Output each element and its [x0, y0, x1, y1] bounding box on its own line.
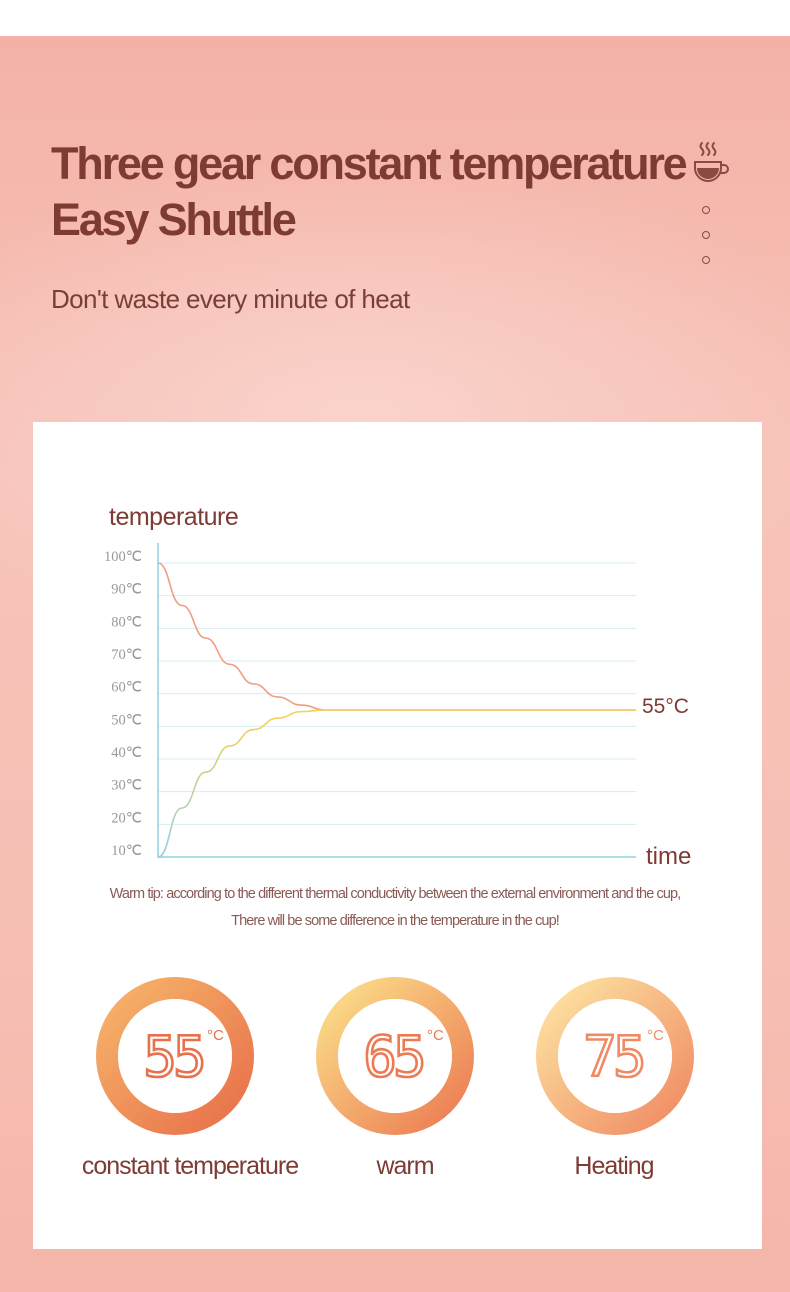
y-tick-label: 90℃: [111, 582, 142, 598]
warm-tip-line-1: Warm tip: according to the different the…: [109, 886, 682, 902]
gauge-unit: °C: [427, 1027, 444, 1044]
gauge-unit: °C: [207, 1027, 224, 1044]
y-tick-label: 10℃: [111, 843, 142, 859]
y-tick-label: 100℃: [104, 549, 142, 565]
heating-curve: [157, 709, 636, 858]
gauge-value: 75: [583, 1025, 643, 1090]
y-tick-label: 70℃: [111, 647, 142, 663]
y-tick-label: 40℃: [111, 745, 142, 761]
y-tick-label: 20℃: [111, 810, 142, 826]
y-tick-label: 50℃: [111, 712, 142, 728]
gauge-ring: 65 °C: [316, 977, 474, 1135]
temperature-annotation: 55°C: [642, 695, 689, 718]
indicator-dot[interactable]: [702, 206, 710, 214]
y-tick-label: 80℃: [111, 614, 142, 630]
gauge-ring: 75 °C: [536, 977, 694, 1135]
mode-gauge-55[interactable]: 55 °C: [95, 976, 255, 1136]
gauge-value: 65: [363, 1025, 423, 1090]
gauge-value: 55: [143, 1025, 203, 1090]
indicator-dot[interactable]: [702, 256, 710, 264]
mode-label: constant temperature: [81, 1152, 299, 1180]
title-line-1: Three gear constant temperature: [51, 138, 688, 189]
y-tick-label: 60℃: [111, 680, 142, 696]
warm-tip-line-2: There will be some difference in the tem…: [231, 913, 560, 929]
x-axis-label: time: [646, 843, 691, 870]
page-subtitle: Don't waste every minute of heat: [51, 284, 410, 314]
temperature-chart: temperature 100℃ 90℃ 80℃ 70℃ 60℃ 50℃ 40℃ 30℃ 20℃…: [104, 503, 691, 870]
mode-label: Heating: [574, 1152, 654, 1180]
coffee-cup-icon: [694, 142, 729, 182]
title-line-2: Easy Shuttle: [51, 194, 297, 245]
gauge-unit: °C: [647, 1027, 664, 1044]
mode-label: warm: [376, 1152, 434, 1180]
y-tick-label: 30℃: [111, 778, 142, 794]
mode-gauge-65[interactable]: 65 °C: [315, 976, 475, 1136]
indicator-dot[interactable]: [702, 231, 710, 239]
cooling-curve: [157, 562, 636, 711]
gauge-ring: 55 °C: [96, 977, 254, 1135]
mode-gauge-75[interactable]: 75 °C: [535, 976, 695, 1136]
slide-indicator: [702, 206, 714, 281]
y-axis-label: temperature: [109, 503, 238, 531]
page-title: Three gear constant temperature Easy Shu…: [51, 136, 691, 248]
